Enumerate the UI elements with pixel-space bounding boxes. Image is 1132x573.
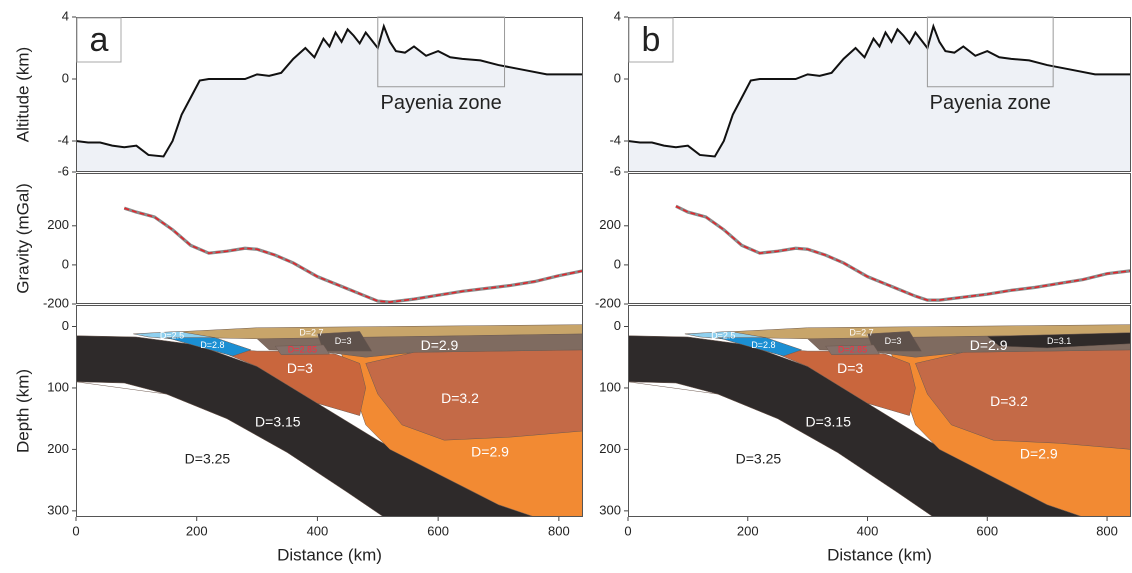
y-tick-label: 200	[599, 217, 621, 232]
density-label: D=3.1	[1047, 336, 1071, 346]
y-axis-label: Gravity (mGal)	[13, 183, 32, 294]
y-tick-label: -6	[609, 163, 621, 178]
y-axis-label: Altitude (km)	[13, 47, 32, 142]
y-tick-label: 100	[47, 379, 69, 394]
y-tick-label: 0	[614, 318, 621, 333]
x-axis-label: Distance (km)	[277, 545, 382, 564]
altitude-line	[76, 23, 583, 158]
plot-frame	[76, 305, 583, 517]
x-tick-label: 600	[976, 523, 998, 538]
zone-label: Payenia zone	[930, 92, 1051, 114]
density-label: D=3	[885, 336, 902, 346]
y-tick-label: 4	[62, 8, 69, 23]
density-body	[986, 332, 1131, 349]
plot-area	[628, 23, 1131, 172]
density-label: D=2.9	[471, 443, 509, 459]
x-tick-label: 600	[427, 523, 449, 538]
panel-label: b	[642, 21, 661, 59]
y-tick-label: -200	[595, 295, 621, 310]
y-tick-label: 200	[599, 441, 621, 456]
density-label: D=2.9	[1020, 445, 1058, 461]
density-label: D=2.5	[160, 330, 184, 340]
plot-frame	[76, 17, 583, 172]
x-tick-label: 800	[1096, 523, 1118, 538]
density-label: D=3	[287, 360, 313, 376]
y-tick-label: 4	[614, 8, 621, 23]
plot-area	[76, 324, 583, 517]
gravity-line	[675, 205, 1131, 301]
panel-label-box	[628, 17, 674, 63]
plot-area	[675, 204, 1131, 302]
altitude-line	[628, 23, 1131, 158]
density-body	[274, 344, 330, 356]
plot-frame	[628, 305, 1131, 517]
x-tick-label: 400	[857, 523, 879, 538]
density-label: D=2.8	[751, 340, 775, 350]
density-label: D=2.9	[421, 337, 459, 353]
gravity-line	[124, 207, 583, 303]
y-tick-label: -6	[57, 163, 69, 178]
zone-label: Payenia zone	[381, 92, 502, 114]
area-fill	[628, 26, 1131, 172]
density-body	[76, 335, 535, 517]
density-label: D=2.7	[849, 328, 873, 338]
zone-box	[377, 16, 506, 88]
plot-frame	[76, 173, 583, 304]
density-body	[717, 337, 803, 357]
y-tick-label: 200	[47, 217, 69, 232]
density-label: D=2.7	[299, 328, 323, 338]
density-label: D=2.85	[838, 344, 867, 354]
panel-label: a	[90, 21, 109, 59]
density-label: D=3.25	[736, 451, 782, 467]
x-tick-label: 0	[624, 523, 631, 538]
y-axis-label: Depth (km)	[13, 369, 32, 453]
plot-frame	[628, 173, 1131, 304]
density-label: D=3.15	[805, 413, 851, 429]
x-axis-label: Distance (km)	[827, 545, 932, 564]
density-label: D=3.15	[255, 413, 301, 429]
y-tick-label: -4	[609, 132, 621, 147]
x-tick-label: 0	[72, 523, 79, 538]
y-tick-label: 0	[62, 256, 69, 271]
plot-area	[76, 23, 583, 172]
y-tick-label: 300	[599, 502, 621, 517]
plot-area	[628, 324, 1131, 517]
x-tick-label: 400	[307, 523, 329, 538]
density-body	[166, 337, 252, 357]
density-label: D=2.85	[288, 344, 317, 354]
density-label: D=2.5	[711, 330, 735, 340]
y-tick-label: 0	[614, 70, 621, 85]
zone-box	[926, 16, 1054, 88]
plot-area	[123, 206, 583, 304]
density-label: D=3.2	[441, 390, 479, 406]
gravity-line	[675, 204, 1131, 302]
x-tick-label: 800	[548, 523, 570, 538]
y-tick-label: -4	[57, 132, 69, 147]
gravity-line	[123, 206, 583, 304]
y-tick-label: 0	[62, 318, 69, 333]
density-label: D=3.2	[990, 393, 1028, 409]
density-label: D=2.9	[970, 337, 1008, 353]
density-label: D=3.25	[185, 451, 231, 467]
density-body	[628, 335, 1084, 517]
y-tick-label: 100	[599, 379, 621, 394]
area-fill	[76, 26, 583, 172]
panel-label-box	[76, 17, 122, 63]
x-tick-label: 200	[737, 523, 759, 538]
plot-frame	[628, 17, 1131, 172]
y-tick-label: 0	[62, 70, 69, 85]
density-label: D=2.8	[200, 340, 224, 350]
y-tick-label: 200	[47, 441, 69, 456]
density-label: D=3	[837, 360, 863, 376]
y-tick-label: 300	[47, 502, 69, 517]
y-tick-label: 0	[614, 256, 621, 271]
density-body	[825, 344, 880, 356]
density-label: D=3	[335, 336, 352, 346]
y-tick-label: -200	[43, 295, 69, 310]
x-tick-label: 200	[186, 523, 208, 538]
